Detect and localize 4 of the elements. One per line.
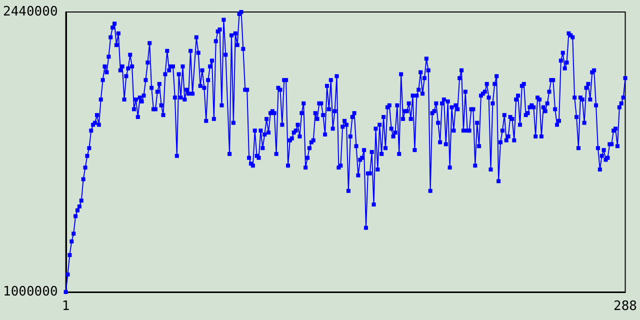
y-tick-label: 2440000 xyxy=(2,4,58,20)
x-tick-label: 1 xyxy=(62,299,70,314)
y-tick-label: 1000000 xyxy=(2,284,58,300)
x-tick-label: 288 xyxy=(614,299,637,314)
